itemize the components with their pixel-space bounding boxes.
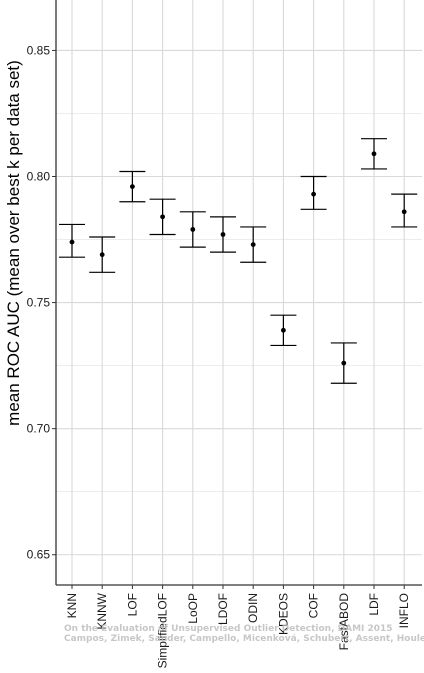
data-point	[341, 360, 347, 366]
watermark: On the Evaluation of Unsupervised Outlie…	[64, 624, 424, 644]
watermark-line-2: Campos, Zimek, Sander, Campello, Micenko…	[64, 634, 424, 644]
x-tick-label: COF	[307, 593, 321, 618]
x-tick-label: LDOF	[216, 593, 230, 625]
y-tick-labels: 0.65 0.70 0.75 0.80 0.85	[27, 43, 51, 561]
x-tick-label: KNNW	[95, 592, 109, 629]
y-axis-title: mean ROC AUC (mean over best k per data …	[4, 60, 23, 426]
data-point	[99, 252, 105, 258]
plot-panel	[56, 0, 422, 585]
data-point	[250, 242, 256, 247]
x-tick-label: LDF	[367, 593, 381, 616]
x-tick-label: INFLO	[397, 593, 411, 628]
y-tick-label: 0.80	[27, 170, 51, 184]
data-point	[130, 184, 135, 189]
x-tick-label: ODIN	[246, 593, 260, 623]
y-tick-label: 0.75	[27, 296, 51, 310]
data-point	[69, 239, 75, 245]
x-tick-label: KNN	[65, 593, 79, 618]
x-tick-label: FastABOD	[337, 593, 351, 651]
grid-lines	[56, 0, 422, 585]
axes	[52, 0, 422, 589]
x-tick-label: SimplifiedLOF	[156, 593, 170, 668]
x-tick-label: KDEOS	[276, 593, 290, 635]
data-point	[160, 214, 166, 220]
data-points	[69, 151, 407, 366]
data-point	[401, 209, 407, 215]
y-tick-label: 0.85	[27, 43, 51, 57]
data-point	[281, 327, 286, 333]
data-point	[311, 191, 316, 197]
data-point	[371, 151, 377, 157]
data-point	[220, 232, 226, 237]
y-tick-label: 0.65	[27, 548, 51, 562]
x-tick-labels: KNN KNNW LOF SimplifiedLOF LoOP LDOF ODIN KDEOS…	[65, 592, 411, 668]
x-tick-label: LoOP	[186, 593, 200, 624]
watermark-line-1: On the Evaluation of Unsupervised Outlie…	[64, 624, 393, 634]
y-tick-label: 0.70	[27, 422, 51, 436]
x-tick-label: LOF	[125, 593, 139, 616]
data-point	[190, 227, 196, 232]
